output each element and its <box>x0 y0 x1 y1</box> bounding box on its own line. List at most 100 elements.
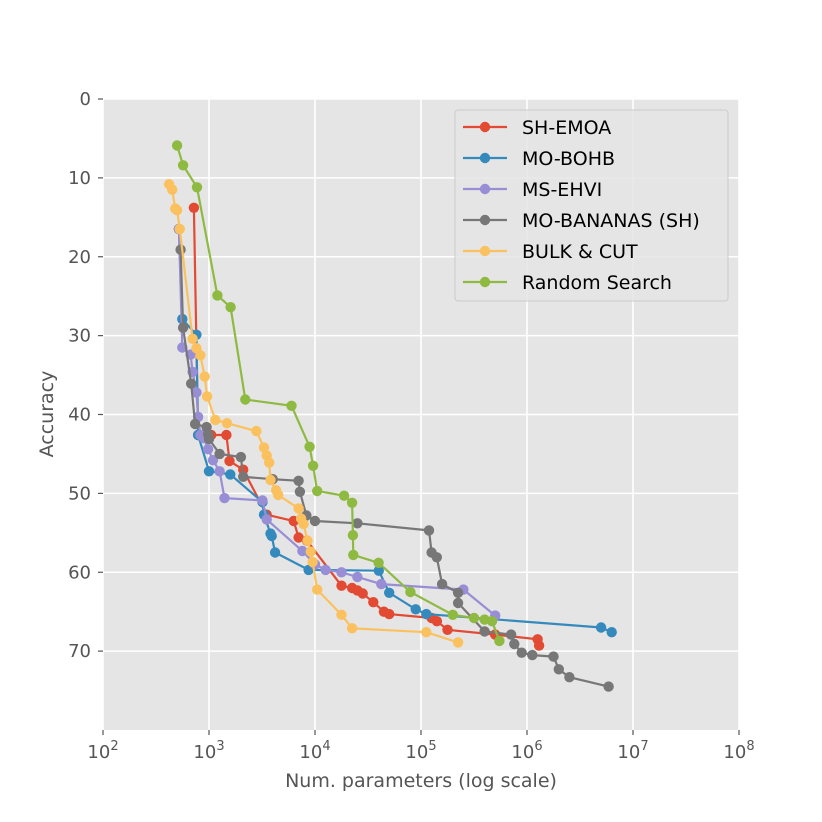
y-axis-label: Accuracy <box>36 371 58 458</box>
x-tick-label: 107 <box>617 739 648 763</box>
data-point <box>421 627 432 638</box>
data-point <box>238 471 249 482</box>
y-tick-label: 40 <box>68 405 91 426</box>
y-tick-label: 60 <box>68 562 91 583</box>
legend-item: BULK & CUT <box>463 241 638 263</box>
data-point <box>251 425 262 437</box>
data-point <box>286 400 297 411</box>
data-point <box>304 441 315 452</box>
data-point <box>410 604 421 615</box>
data-point <box>261 514 272 525</box>
data-point <box>187 333 198 344</box>
legend-item: SH-EMOA <box>463 117 611 139</box>
data-point <box>171 140 183 151</box>
y-axis-ticks: 0 10 20 30 40 50 60 70 <box>68 89 103 662</box>
data-point <box>302 535 313 546</box>
data-point <box>368 597 379 608</box>
data-point <box>423 525 435 536</box>
data-point <box>336 609 347 620</box>
data-point <box>346 497 358 508</box>
legend-marker <box>479 245 491 257</box>
data-point <box>203 433 215 445</box>
data-point <box>177 322 189 333</box>
data-point <box>553 664 564 675</box>
legend-item: Random Search <box>463 272 672 294</box>
data-point <box>336 567 347 578</box>
data-point <box>305 546 316 557</box>
data-point <box>405 586 416 598</box>
x-axis-label: Num. parameters (log scale) <box>285 770 557 792</box>
data-point <box>309 515 321 527</box>
data-point <box>352 518 363 529</box>
data-point <box>199 371 210 382</box>
data-point <box>297 545 308 557</box>
data-point <box>348 549 359 561</box>
data-point <box>307 460 319 471</box>
data-point <box>188 202 200 213</box>
data-point <box>266 530 277 542</box>
data-point <box>221 418 233 429</box>
x-tick-label: 102 <box>87 739 118 763</box>
y-tick-label: 20 <box>68 247 91 268</box>
data-point <box>509 638 520 650</box>
x-tick-label: 105 <box>405 739 436 763</box>
data-point <box>203 466 215 477</box>
data-point <box>191 387 202 398</box>
data-point <box>293 532 304 543</box>
y-tick-label: 70 <box>68 641 91 662</box>
data-point <box>320 564 331 576</box>
data-point <box>201 391 213 402</box>
data-point <box>486 616 498 627</box>
legend-item: MO-BOHB <box>463 148 615 170</box>
data-point <box>225 302 236 313</box>
data-point <box>373 565 384 576</box>
data-point <box>212 290 223 301</box>
legend-marker <box>479 183 491 195</box>
y-tick-label: 10 <box>68 168 91 189</box>
data-point <box>447 609 458 620</box>
data-point <box>373 557 384 568</box>
legend-item: MS-EHVI <box>463 179 602 201</box>
data-point <box>174 223 185 235</box>
data-point <box>421 608 432 620</box>
x-tick-label: 103 <box>193 739 224 763</box>
legend-label: MO-BOHB <box>522 148 615 170</box>
data-point <box>606 627 617 638</box>
data-point <box>214 466 225 477</box>
data-point <box>347 530 359 541</box>
x-tick-label: 104 <box>299 739 330 763</box>
series-layer <box>163 140 617 692</box>
data-point <box>312 584 323 595</box>
legend-label: MO-BANANAS (SH) <box>522 210 700 232</box>
data-point <box>431 616 443 627</box>
data-point <box>258 442 270 453</box>
data-point <box>442 624 453 635</box>
legend: SH-EMOA MO-BOHB MS-EHVI MO-BANANAS (SH) BULK… <box>454 109 729 302</box>
legend-label: SH-EMOA <box>522 117 611 139</box>
data-point <box>384 608 395 620</box>
legend-item: MO-BANANAS (SH) <box>463 210 700 232</box>
data-point <box>384 587 395 598</box>
data-point <box>294 486 306 497</box>
legend-box <box>454 109 729 302</box>
data-point <box>219 492 230 504</box>
data-point <box>191 182 203 193</box>
data-point <box>376 578 387 590</box>
data-point <box>214 448 225 460</box>
data-point <box>225 469 236 480</box>
data-point <box>533 640 545 651</box>
data-point <box>357 588 368 599</box>
data-point <box>186 378 197 389</box>
data-point <box>269 547 281 558</box>
y-tick-label: 50 <box>68 483 91 504</box>
series-3 <box>175 244 614 692</box>
data-point <box>312 485 323 497</box>
data-point <box>298 518 309 530</box>
data-point <box>452 637 464 648</box>
data-point <box>346 623 358 634</box>
data-point <box>338 490 350 501</box>
data-point <box>505 629 517 640</box>
data-point <box>307 556 318 568</box>
data-point <box>175 244 186 255</box>
